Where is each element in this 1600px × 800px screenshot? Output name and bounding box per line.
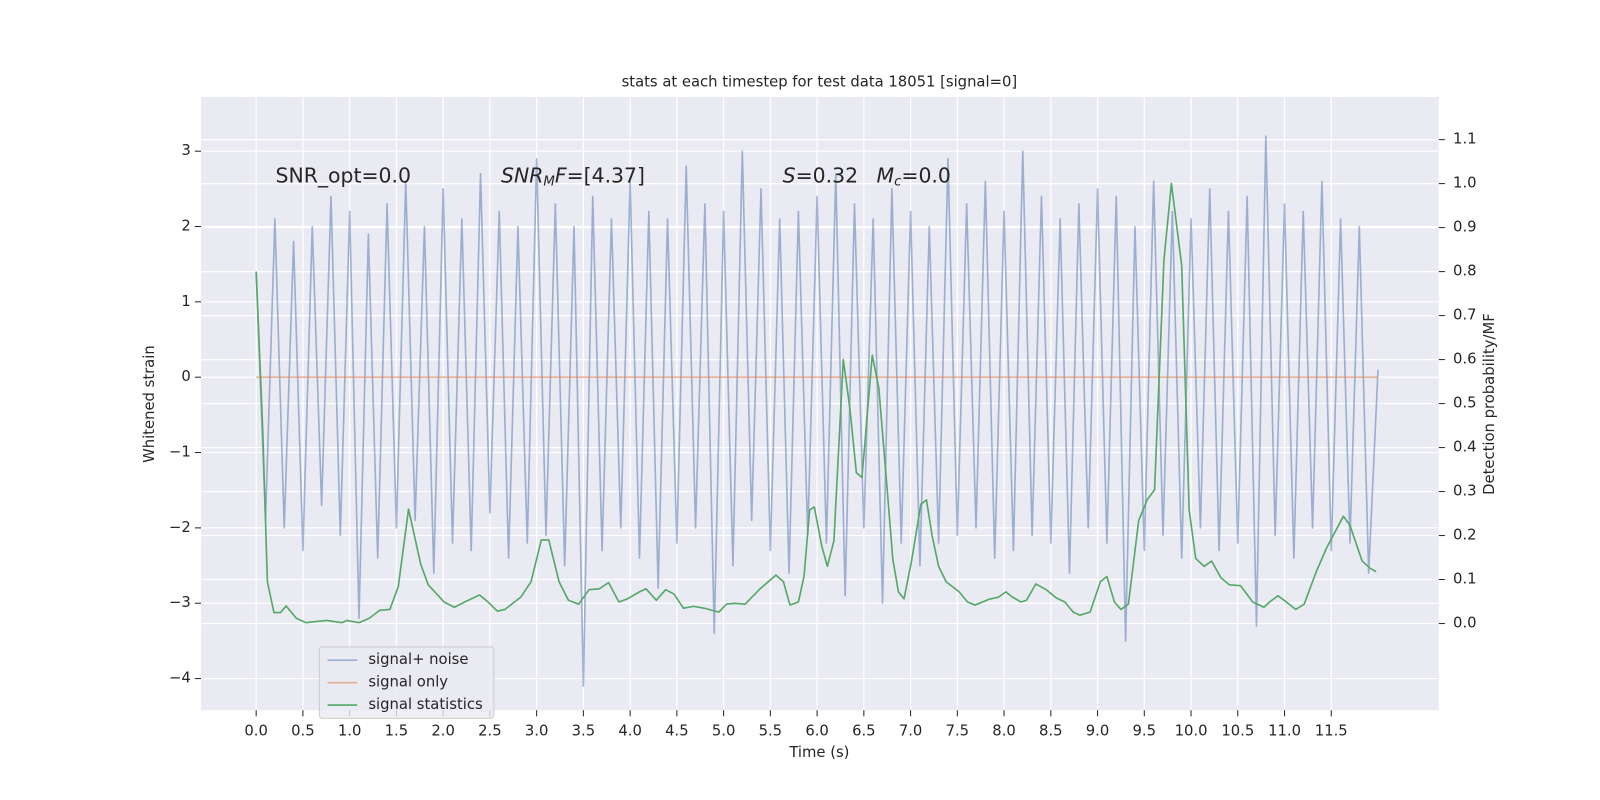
y-tick-label: 0 [181, 368, 190, 385]
annotation-part: M [543, 175, 555, 190]
x-tick-label: 9.0 [1086, 723, 1110, 740]
chart-title: stats at each timestep for test data 180… [622, 74, 1018, 91]
annotation-part: c [894, 175, 902, 190]
x-tick-label: 5.0 [712, 723, 736, 740]
x-tick-label: 7.0 [899, 723, 923, 740]
y-tick-label: −1 [169, 444, 191, 461]
annotation-part: =0.32 [796, 164, 859, 188]
x-tick-label: 8.0 [992, 723, 1016, 740]
x-tick-label: 0.0 [244, 723, 268, 740]
y2-tick-label: 0.9 [1453, 219, 1477, 236]
y2-tick-label: 0.1 [1453, 571, 1477, 588]
x-tick-label: 4.5 [665, 723, 689, 740]
x-tick-label: 1.0 [338, 723, 362, 740]
legend-label: signal only [368, 674, 448, 691]
x-axis-label: Time (s) [788, 744, 849, 761]
annotation-part: SNR [501, 164, 543, 188]
legend: signal+ noise signal only signal statistic… [318, 646, 495, 719]
y2-tick-label: 0.7 [1453, 307, 1477, 324]
y-tick-label: 1 [181, 293, 190, 310]
x-tick-label: 6.0 [805, 723, 829, 740]
x-tick-label: 0.5 [291, 723, 315, 740]
labels: 0.0 0.5 1.0 1.5 2.0 2.5 3.0 3.5 4.0 4.5 5.0 5.5 6.0 6… [169, 131, 1477, 740]
x-tick-label: 6.5 [852, 723, 876, 740]
x-tick-label: 9.5 [1133, 723, 1157, 740]
annotation: SNR_opt=0.0 [276, 164, 412, 189]
y2-tick-label: 0.5 [1453, 395, 1477, 412]
y2-tick-label: 0.6 [1453, 351, 1477, 368]
annotation-part: =0.0 [901, 164, 951, 188]
annotation-part: F [555, 164, 567, 188]
annotation-part: M [876, 164, 894, 188]
annotation-part: =[4.37] [567, 164, 645, 188]
y-tick-label: 2 [181, 218, 190, 235]
x-tick-label: 11.0 [1268, 723, 1301, 740]
x-tick-label: 2.5 [478, 723, 502, 740]
series-line [255, 135, 1379, 687]
legend-label: signal statistics [368, 696, 482, 713]
annotation-part: SNR_opt=0.0 [276, 164, 412, 189]
y-axis-label: Whitened strain [141, 345, 158, 463]
y-tick-label: 3 [181, 142, 190, 159]
x-tick-label: 3.0 [525, 723, 549, 740]
y2-tick-label: 0.3 [1453, 483, 1477, 500]
y-tick-label: −3 [169, 594, 191, 611]
x-tick-label: 2.0 [431, 723, 455, 740]
marks [255, 135, 1379, 687]
y2-tick-label: 0.2 [1453, 527, 1477, 544]
y-tick-label: −2 [169, 519, 191, 536]
annotation: S=0.32 Mc=0.0 [783, 164, 951, 190]
annotation-part: S [783, 164, 796, 188]
x-tick-label: 8.5 [1039, 723, 1063, 740]
legend-box [318, 646, 495, 719]
y2-tick-label: 1.0 [1453, 175, 1477, 192]
annotation: SNRMF=[4.37] [501, 164, 645, 190]
x-tick-label: 10.0 [1175, 723, 1208, 740]
annotation-part: F=[4.37] [555, 164, 645, 188]
x-tick-label: 10.5 [1221, 723, 1254, 740]
y2-tick-label: 0.8 [1453, 263, 1477, 280]
x-tick-label: 11.5 [1315, 723, 1348, 740]
y-tick-label: −4 [169, 670, 191, 687]
legend-label: signal+ noise [368, 651, 468, 668]
y2-axis-label: Detection probability/MF [1481, 313, 1498, 495]
y2-tick-label: 0.4 [1453, 439, 1477, 456]
y2-tick-label: 1.1 [1453, 131, 1477, 148]
x-tick-label: 5.5 [759, 723, 783, 740]
x-tick-label: 4.0 [618, 723, 642, 740]
x-tick-label: 3.5 [572, 723, 596, 740]
x-tick-label: 7.5 [946, 723, 970, 740]
x-tick-label: 1.5 [385, 723, 409, 740]
series-line [255, 182, 1377, 624]
y2-tick-label: 0.0 [1453, 615, 1477, 632]
